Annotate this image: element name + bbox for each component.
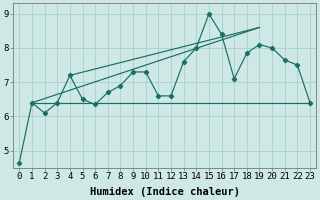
X-axis label: Humidex (Indice chaleur): Humidex (Indice chaleur) bbox=[90, 186, 240, 197]
